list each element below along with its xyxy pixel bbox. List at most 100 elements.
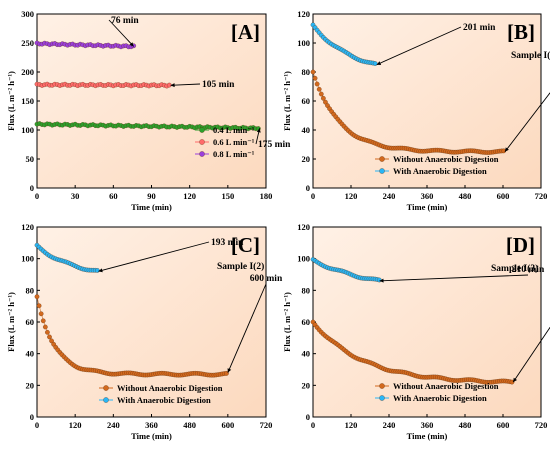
- y-tick-label: 120: [297, 222, 310, 232]
- legend: Without Anaerobic Digestion With Anaerobi…: [375, 154, 499, 176]
- sample-label: Sample I(1): [511, 50, 550, 61]
- x-tick-label: 120: [345, 420, 358, 430]
- data-point: [372, 61, 378, 66]
- panel-label: [B]: [507, 20, 535, 44]
- data-point: [312, 75, 318, 81]
- legend-marker: [379, 168, 385, 174]
- x-axis-label: Time (min): [407, 431, 448, 441]
- x-tick-label: 600: [497, 420, 510, 430]
- legend-entry: 0.6 L min⁻¹: [213, 137, 255, 147]
- annotation-label: 600 min: [250, 274, 283, 284]
- annotation-arrowhead: [379, 278, 384, 283]
- y-tick-label: 150: [21, 96, 34, 106]
- annotation-label: 210 min: [512, 265, 545, 275]
- y-tick-label: 60: [302, 317, 311, 327]
- x-tick-label: 720: [535, 420, 548, 430]
- series-1: [310, 69, 507, 155]
- x-tick-label: 0: [311, 191, 315, 201]
- series-1: [34, 294, 229, 378]
- annotation-arrowhead: [504, 147, 509, 152]
- x-tick-label: 360: [421, 191, 434, 201]
- y-tick-label: 100: [297, 254, 310, 264]
- y-tick-label: 120: [21, 222, 34, 232]
- y-tick-label: 20: [302, 380, 311, 390]
- y-axis-label: Flux (L m⁻² h⁻¹): [6, 292, 16, 352]
- annotation-arrowhead: [129, 42, 134, 47]
- data-point: [376, 277, 382, 283]
- plot-background: [37, 227, 266, 417]
- data-point: [42, 324, 48, 330]
- y-tick-label: 60: [26, 317, 35, 327]
- y-tick-label: 200: [21, 67, 34, 77]
- x-axis-label: Time (min): [131, 431, 172, 441]
- legend-marker: [379, 383, 385, 389]
- legend: 0.4 L min⁻¹ 0.6 L min⁻¹ 0.8 L min⁻¹: [195, 125, 255, 159]
- data-point: [40, 318, 46, 324]
- legend-entry: With Anaerobic Digestion: [117, 395, 211, 405]
- y-tick-label: 250: [21, 38, 34, 48]
- legend-entry: With Anaerobic Digestion: [393, 393, 487, 403]
- x-axis-label: Time (min): [131, 202, 172, 212]
- x-tick-label: 360: [145, 420, 158, 430]
- x-tick-label: 720: [535, 191, 548, 201]
- data-point: [36, 303, 42, 309]
- annotation-arrow: [227, 283, 267, 373]
- x-tick-label: 0: [35, 420, 39, 430]
- annotation-arrowhead: [98, 268, 103, 273]
- y-tick-label: 300: [21, 9, 34, 19]
- annotation-arrow: [379, 274, 529, 282]
- data-point: [45, 329, 50, 335]
- x-tick-label: 0: [35, 191, 39, 201]
- x-tick-label: 90: [147, 191, 156, 201]
- data-point: [314, 81, 320, 87]
- chart-panel-1: 0 30 60 90 120 150 180 0 50 100 150 200 250 300 Time (…: [6, 9, 291, 212]
- x-tick-label: 600: [221, 420, 234, 430]
- series-2: [34, 242, 100, 273]
- x-tick-label: 480: [459, 191, 472, 201]
- y-tick-label: 40: [26, 349, 35, 359]
- series-1: [34, 121, 261, 132]
- annotation-arrow: [170, 83, 201, 86]
- plot-background: [313, 14, 541, 188]
- annotation-arrowhead: [376, 61, 382, 65]
- legend-entry: 0.4 L min⁻¹: [213, 125, 255, 135]
- y-axis-label: Flux (L m⁻² h⁻¹): [282, 71, 292, 131]
- panel-label: [D]: [506, 233, 535, 257]
- x-tick-label: 240: [383, 191, 396, 201]
- series-2: [310, 257, 382, 283]
- y-tick-label: 50: [26, 154, 35, 164]
- x-tick-label: 480: [183, 420, 196, 430]
- panel-label: [C]: [231, 233, 260, 257]
- data-point: [47, 334, 52, 340]
- y-tick-label: 20: [26, 380, 35, 390]
- data-point: [318, 91, 324, 97]
- x-tick-label: 60: [109, 191, 118, 201]
- y-tick-label: 80: [302, 285, 311, 295]
- y-tick-label: 100: [21, 125, 34, 135]
- legend-marker: [199, 151, 205, 157]
- y-axis-label: Flux (L m⁻² h⁻¹): [6, 71, 16, 131]
- chart-panel-4: 0 120 240 360 480 600 720 0 20 40 60 80 100 120 Time (…: [282, 222, 550, 441]
- series-3: [34, 40, 137, 50]
- data-point: [95, 268, 100, 273]
- series-2: [310, 22, 378, 66]
- legend-marker: [103, 385, 109, 391]
- y-tick-label: 40: [302, 349, 311, 359]
- sample-label: Sample I(3): [491, 263, 538, 274]
- series-1: [310, 319, 515, 385]
- legend-entry: 0.8 L min⁻¹: [213, 149, 255, 159]
- legend-entry: Without Anaerobic Digestion: [117, 383, 223, 393]
- plot-background: [313, 227, 541, 417]
- data-point: [34, 294, 40, 300]
- y-tick-label: 60: [302, 96, 311, 106]
- annotation-arrow: [512, 326, 550, 383]
- y-tick-label: 0: [306, 183, 310, 193]
- legend: Without Anaerobic Digestion With Anaerobi…: [375, 381, 499, 403]
- x-tick-label: 30: [71, 191, 80, 201]
- annotation-arrow: [376, 26, 462, 66]
- y-tick-label: 100: [21, 254, 34, 264]
- y-tick-label: 80: [26, 285, 35, 295]
- legend-entry: Without Anaerobic Digestion: [393, 381, 499, 391]
- data-point: [323, 99, 328, 105]
- legend-entry: Without Anaerobic Digestion: [393, 154, 499, 164]
